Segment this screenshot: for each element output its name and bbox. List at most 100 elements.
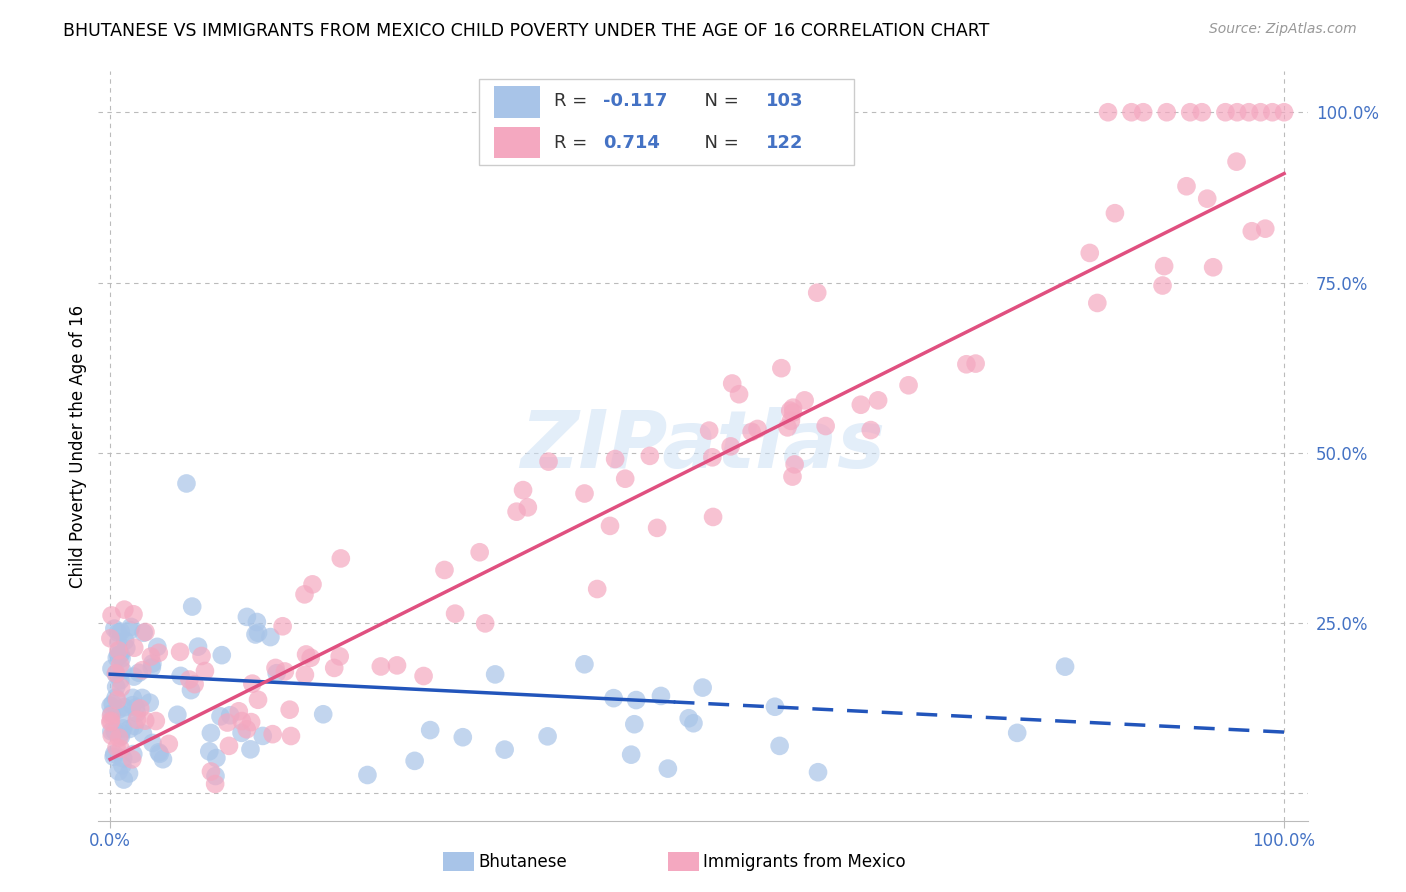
Point xyxy=(1180,105,1202,120)
Point xyxy=(1152,278,1174,293)
Point xyxy=(124,719,146,733)
Point xyxy=(1085,296,1108,310)
Point xyxy=(1097,105,1119,120)
Point xyxy=(205,751,228,765)
Point xyxy=(602,691,624,706)
Point xyxy=(702,450,724,465)
Point xyxy=(1153,259,1175,273)
Point xyxy=(194,664,217,678)
Point xyxy=(141,657,163,671)
Point xyxy=(1272,105,1295,120)
Point xyxy=(240,715,263,730)
Point xyxy=(574,657,596,672)
Point xyxy=(1054,659,1077,673)
Point xyxy=(204,777,226,791)
Point xyxy=(419,723,441,737)
Point xyxy=(259,630,281,644)
Point xyxy=(638,449,661,463)
Point xyxy=(1254,221,1277,235)
Point xyxy=(484,667,506,681)
Point xyxy=(1156,105,1178,120)
Point xyxy=(1104,206,1126,220)
Point xyxy=(266,666,288,681)
Point xyxy=(323,661,346,675)
Point xyxy=(134,714,156,728)
Text: N =: N = xyxy=(693,92,745,111)
Point xyxy=(152,752,174,766)
Point xyxy=(121,752,143,766)
Point xyxy=(181,599,204,614)
Point xyxy=(231,714,253,728)
Point xyxy=(239,742,262,756)
Point xyxy=(782,406,804,420)
Point xyxy=(118,766,141,780)
Point xyxy=(112,751,135,765)
Point xyxy=(301,577,323,591)
Point xyxy=(747,422,769,436)
Bar xyxy=(479,78,855,165)
Point xyxy=(783,458,806,472)
Point xyxy=(103,622,125,636)
Point xyxy=(574,486,596,500)
Point xyxy=(682,716,704,731)
Point xyxy=(474,616,496,631)
Point xyxy=(692,681,714,695)
Point xyxy=(264,661,287,675)
Text: Bhutanese: Bhutanese xyxy=(478,853,567,871)
Point xyxy=(624,693,647,707)
Point xyxy=(98,715,121,730)
Point xyxy=(122,607,145,622)
Point xyxy=(100,729,122,743)
Point xyxy=(107,643,129,657)
Point xyxy=(793,393,815,408)
Point xyxy=(770,361,793,376)
Point xyxy=(294,667,316,681)
Point xyxy=(451,730,474,744)
Text: ZIPatlas: ZIPatlas xyxy=(520,407,886,485)
Point xyxy=(280,729,302,743)
Point xyxy=(111,664,134,678)
Point xyxy=(370,659,392,673)
Point xyxy=(697,424,720,438)
Point xyxy=(516,500,538,515)
Point xyxy=(1226,105,1249,120)
Point xyxy=(110,681,132,695)
Point xyxy=(768,739,790,753)
Point xyxy=(782,469,804,483)
Point xyxy=(129,701,152,715)
Point xyxy=(650,689,672,703)
Point xyxy=(1175,179,1198,194)
Point xyxy=(236,610,259,624)
Point xyxy=(100,709,122,723)
Point xyxy=(512,483,534,497)
Point xyxy=(110,730,132,744)
Point xyxy=(139,696,162,710)
Point xyxy=(536,729,558,743)
Point xyxy=(125,706,148,720)
Point xyxy=(108,731,131,745)
Point xyxy=(104,724,127,739)
Point xyxy=(120,620,142,634)
Text: R =: R = xyxy=(554,134,593,152)
Point xyxy=(721,376,744,391)
Point xyxy=(262,727,284,741)
Point xyxy=(965,357,987,371)
Point xyxy=(806,285,828,300)
Point xyxy=(231,726,253,740)
Point xyxy=(329,551,352,566)
Point xyxy=(141,736,163,750)
Point xyxy=(295,648,318,662)
Point xyxy=(120,623,142,637)
Text: R =: R = xyxy=(554,92,593,111)
Point xyxy=(108,648,131,662)
Text: Immigrants from Mexico: Immigrants from Mexico xyxy=(703,853,905,871)
Point xyxy=(1240,224,1263,238)
Point xyxy=(179,673,201,687)
Point xyxy=(246,615,269,629)
Point xyxy=(100,706,122,721)
Point xyxy=(112,700,135,714)
Point xyxy=(200,726,222,740)
Point xyxy=(112,602,135,616)
Text: N =: N = xyxy=(693,134,745,152)
Point xyxy=(180,683,202,698)
